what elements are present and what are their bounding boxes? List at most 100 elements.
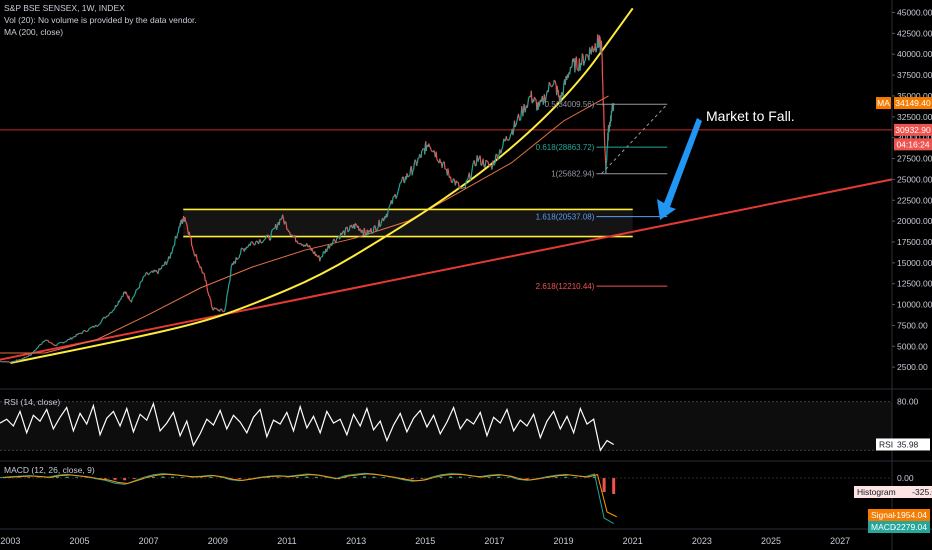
price-bar	[419, 154, 421, 157]
price-bar	[165, 262, 168, 266]
price-bar	[221, 309, 224, 312]
rsi-tag-box	[876, 438, 930, 451]
macd-histogram-bar	[161, 476, 165, 478]
price-bar	[264, 237, 267, 240]
price-bar	[480, 164, 483, 166]
price-bar	[144, 272, 147, 276]
price-bar	[20, 358, 22, 361]
price-bar	[108, 312, 111, 315]
macd-histogram-bar	[238, 478, 242, 479]
price-bar	[331, 241, 334, 246]
price-bar	[25, 356, 28, 358]
macd-histogram-bar	[449, 476, 453, 478]
price-bar	[515, 118, 518, 125]
price-bar	[429, 147, 432, 150]
time-tick-label: 2005	[70, 536, 90, 546]
time-tick-label: 2009	[208, 536, 228, 546]
price-bar	[443, 161, 446, 170]
price-bar	[0, 360, 2, 363]
price-tick-label: 7500.00	[897, 320, 928, 330]
price-bar	[414, 159, 417, 162]
price-bar	[220, 308, 223, 311]
price-bar	[163, 261, 166, 266]
price-bar	[455, 180, 458, 183]
price-tick-label: 45000.00	[897, 8, 932, 18]
macd-histogram-bar	[56, 477, 60, 478]
rsi-band	[0, 401, 892, 451]
price-bar	[15, 359, 17, 362]
price-bar	[203, 273, 206, 276]
price-tick-label: 20000.00	[897, 216, 932, 226]
price-bar	[30, 352, 33, 356]
time-tick-label: 2021	[623, 536, 643, 546]
price-bar	[391, 196, 394, 205]
price-bar	[348, 229, 350, 232]
price-bar	[372, 226, 375, 234]
price-bar	[81, 330, 84, 334]
price-bar	[130, 298, 133, 303]
price-bar	[581, 53, 584, 56]
price-bar	[95, 324, 98, 327]
price-bar	[86, 330, 89, 333]
time-tick-label: 2019	[554, 536, 574, 546]
price-bar	[441, 163, 444, 169]
price-bar	[401, 176, 404, 181]
price-bar	[34, 349, 37, 351]
price-bar	[398, 182, 401, 188]
price-bar	[36, 346, 39, 349]
price-bar	[139, 281, 142, 283]
price-bar	[570, 66, 573, 69]
price-bar	[134, 289, 137, 294]
macd-histogram-bar	[276, 477, 280, 478]
time-tick-label: 2003	[0, 536, 20, 546]
macd-histogram-bar	[420, 478, 424, 479]
price-tick-label: 37500.00	[897, 70, 932, 80]
price-bar	[512, 130, 515, 136]
price-bar	[35, 347, 38, 351]
price-bar	[514, 124, 517, 128]
macd-signal-line	[2, 473, 617, 518]
price-bar	[47, 339, 50, 343]
price-bar	[205, 283, 208, 288]
macd-histogram-bar	[103, 478, 107, 479]
price-bar	[215, 307, 218, 310]
price-bar	[501, 146, 504, 150]
price-tag-label: 30932.90	[895, 125, 931, 135]
price-bar	[136, 287, 139, 290]
price-bar	[477, 157, 480, 162]
macd-tag-box	[854, 486, 932, 498]
price-bar	[402, 176, 405, 183]
macd-histogram-bar	[314, 476, 318, 478]
price-bar	[251, 241, 255, 245]
price-bar	[186, 227, 189, 233]
price-bar	[168, 256, 170, 258]
price-tick-label: 22500.00	[897, 195, 932, 205]
macd-histogram-bar	[199, 477, 203, 478]
price-bar	[115, 305, 118, 307]
price-bar	[502, 138, 505, 147]
price-bar	[141, 276, 144, 281]
macd-histogram-bar	[362, 476, 366, 478]
price-bar	[517, 113, 521, 121]
price-tag-prefix-box	[876, 97, 891, 110]
price-tick-label: 27500.00	[897, 154, 932, 164]
price-bar	[41, 341, 44, 344]
price-bar	[569, 66, 572, 75]
price-bar	[470, 168, 473, 178]
price-bar	[241, 247, 244, 250]
price-bar	[413, 162, 415, 170]
price-bar	[341, 231, 344, 235]
price-bar	[52, 343, 55, 346]
price-bar	[213, 307, 216, 310]
time-tick-label: 2017	[484, 536, 504, 546]
price-bar	[195, 255, 198, 263]
price-bar	[131, 296, 134, 299]
time-tick-label: 2011	[277, 536, 296, 546]
price-bar	[575, 56, 578, 70]
price-bar	[363, 227, 366, 232]
price-bar	[7, 361, 9, 363]
price-bar	[270, 229, 273, 233]
price-bar	[346, 226, 349, 233]
price-bar	[19, 359, 22, 361]
